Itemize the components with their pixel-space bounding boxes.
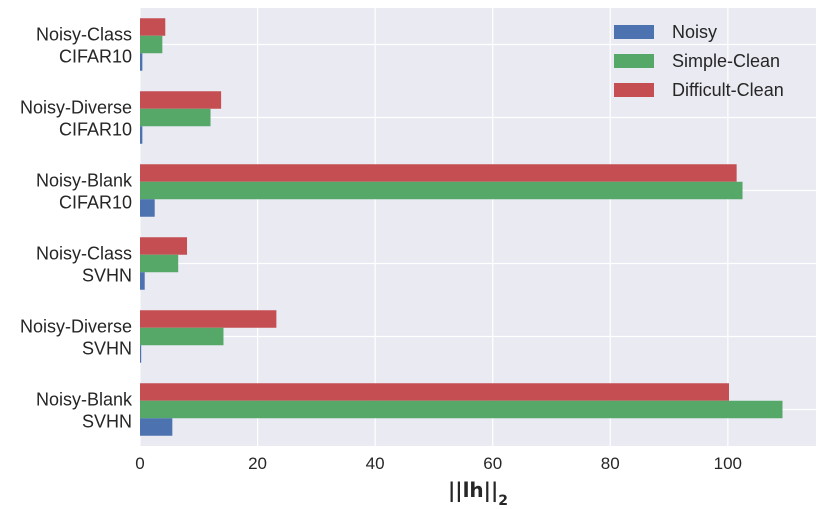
legend-swatch <box>614 54 654 68</box>
x-axis-ticks: 0 20 40 60 80 100 <box>135 454 742 473</box>
bar-noisy <box>140 272 145 290</box>
x-tick-label: 80 <box>601 454 620 473</box>
legend-swatch <box>614 83 654 97</box>
x-tick-label: 0 <box>135 454 144 473</box>
y-category-label: Noisy-Diverse SVHN <box>20 317 132 359</box>
y-category-label-line: Noisy-Diverse <box>20 317 132 337</box>
bar-difficult-clean <box>140 91 222 109</box>
bar-simple-clean <box>140 181 743 200</box>
bar-difficult-clean <box>140 164 737 182</box>
y-category-label: Noisy-Blank SVHN <box>36 390 133 432</box>
x-tick-label: 100 <box>714 454 742 473</box>
x-axis-label: ||lh||2 <box>448 478 508 509</box>
plot-area <box>140 8 816 446</box>
y-category-label-line: SVHN <box>82 339 132 359</box>
bar-difficult-clean <box>140 310 277 328</box>
y-category-label-line: Noisy-Class <box>36 25 132 45</box>
y-category-label-line: Noisy-Blank <box>36 171 133 191</box>
legend-label: Simple-Clean <box>672 51 780 71</box>
bar-simple-clean <box>140 327 224 346</box>
bar-difficult-clean <box>140 383 730 401</box>
legend: Noisy Simple-Clean Difficult-Clean <box>614 22 784 100</box>
legend-swatch <box>614 25 654 39</box>
bar-noisy <box>140 418 173 436</box>
y-category-label: Noisy-Diverse CIFAR10 <box>20 98 132 140</box>
x-tick-label: 20 <box>248 454 267 473</box>
y-category-label: Noisy-Class SVHN <box>36 244 132 286</box>
legend-label: Difficult-Clean <box>672 80 784 100</box>
x-tick-label: 60 <box>483 454 502 473</box>
y-category-label: Noisy-Class CIFAR10 <box>36 25 132 67</box>
legend-label: Noisy <box>672 22 717 42</box>
bar-noisy <box>140 126 143 144</box>
bar-noisy <box>140 199 155 217</box>
y-category-label-line: SVHN <box>82 266 132 286</box>
x-tick-label: 40 <box>366 454 385 473</box>
y-category-label-line: Noisy-Diverse <box>20 98 132 118</box>
y-category-label-line: CIFAR10 <box>59 120 132 140</box>
bars <box>140 18 783 436</box>
bar-simple-clean <box>140 400 783 419</box>
bar-noisy <box>140 345 142 363</box>
y-category-label-line: CIFAR10 <box>59 193 132 213</box>
x-axis-label-main: ||lh|| <box>448 478 498 502</box>
y-category-label-line: SVHN <box>82 412 132 432</box>
y-category-label: Noisy-Blank CIFAR10 <box>36 171 133 213</box>
bar-simple-clean <box>140 35 163 54</box>
bar-simple-clean <box>140 108 211 127</box>
y-category-label-line: Noisy-Blank <box>36 390 133 410</box>
bar-difficult-clean <box>140 18 166 36</box>
bar-difficult-clean <box>140 237 188 255</box>
bar-simple-clean <box>140 254 179 273</box>
y-category-label-line: CIFAR10 <box>59 47 132 67</box>
y-category-label-line: Noisy-Class <box>36 244 132 264</box>
bar-noisy <box>140 53 143 71</box>
x-axis-label-subscript: 2 <box>498 493 508 509</box>
